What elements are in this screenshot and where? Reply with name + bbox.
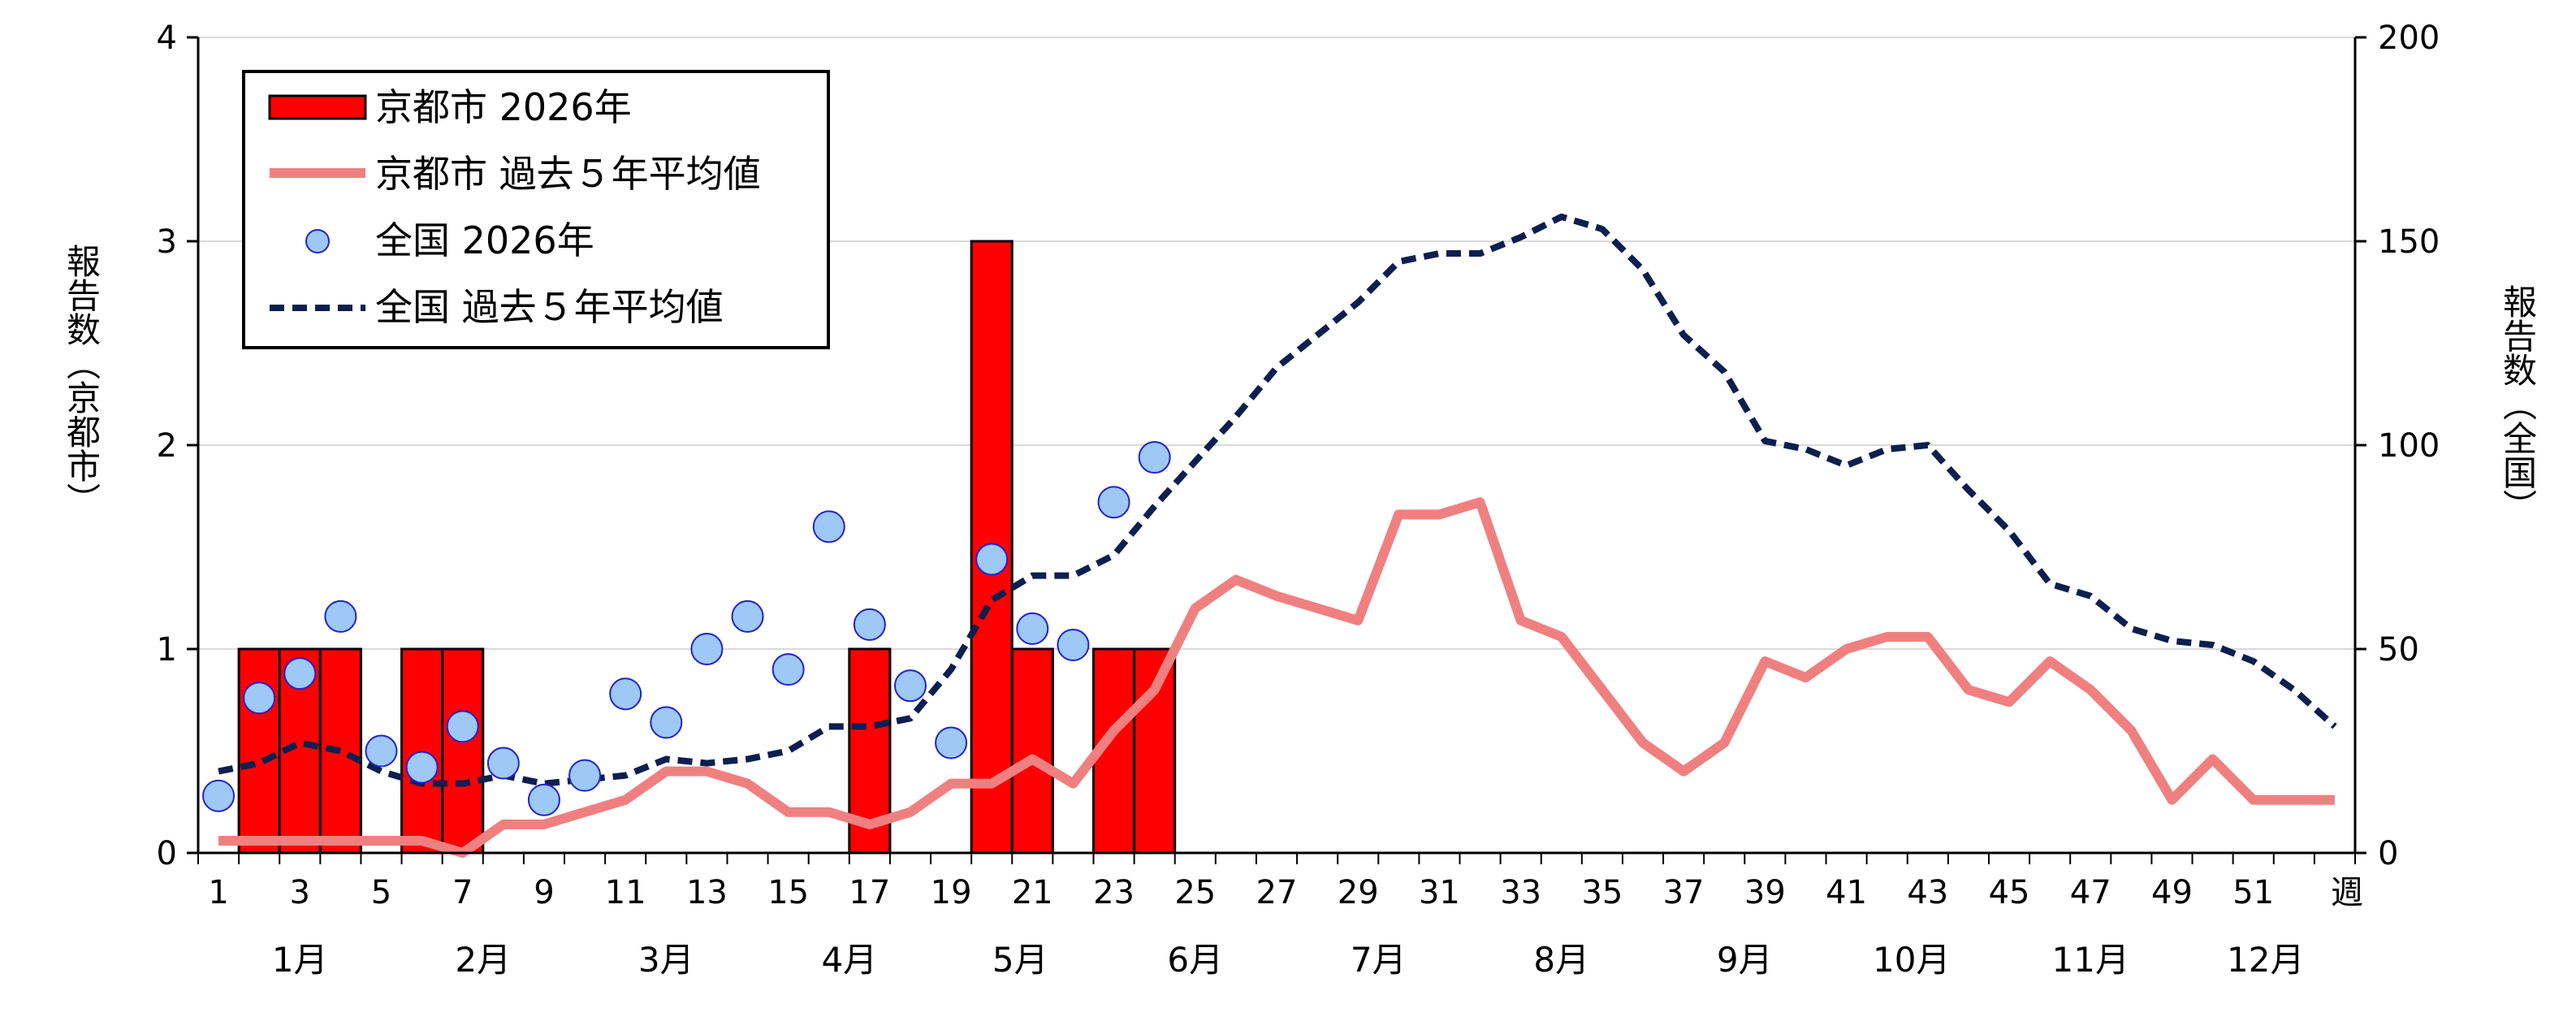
x-tick-label: 17 — [849, 874, 890, 911]
legend-item-kyoto-2026: 京都市 2026年 — [268, 85, 632, 129]
month-label: 3月 — [638, 940, 694, 980]
y-right-tick-label: 200 — [2378, 19, 2440, 57]
national-2026-point — [853, 608, 886, 641]
month-label: 11月 — [2052, 940, 2129, 980]
national-2026-point — [1057, 628, 1090, 661]
national-2026-point — [1097, 486, 1130, 519]
national-2026-point — [486, 747, 520, 780]
y-right-tick-label: 100 — [2378, 427, 2440, 465]
x-tick-label: 39 — [1744, 874, 1786, 911]
bar — [1133, 647, 1177, 855]
x-tick-label: 37 — [1663, 874, 1705, 911]
x-tick-label: 11 — [605, 874, 646, 911]
national-2026-point — [324, 599, 357, 633]
y-left-tick-label: 4 — [157, 19, 177, 57]
legend-label: 京都市 2026年 — [375, 85, 632, 129]
x-tick-label: 51 — [2232, 874, 2274, 911]
legend-label: 京都市 過去５年平均値 — [375, 152, 761, 196]
legend-item-kyoto-avg: 京都市 過去５年平均値 — [270, 152, 761, 196]
national-2026-point — [935, 726, 968, 760]
legend-swatch-bar — [268, 94, 367, 120]
x-tick-label: 31 — [1419, 874, 1460, 911]
national-2026-point — [609, 677, 642, 711]
legend: 京都市 2026年 京都市 過去５年平均値 全国 2026年 全国 過去５年平均… — [242, 70, 830, 349]
x-tick-label: 43 — [1907, 874, 1948, 911]
month-label: 10月 — [1873, 940, 1950, 980]
national-2026-point — [731, 599, 764, 633]
x-unit-label: 週 — [2331, 874, 2363, 911]
y-left-tick-label: 0 — [157, 835, 177, 872]
national-2026-point — [772, 653, 805, 686]
national-2026-point — [690, 633, 724, 665]
y-right-tick-label: 50 — [2378, 631, 2419, 669]
x-tick-label: 41 — [1826, 874, 1867, 911]
month-label: 12月 — [2227, 940, 2304, 980]
x-tick-label: 9 — [534, 874, 554, 911]
y-right-label: 報告数（全国） — [2498, 284, 2538, 523]
y-right-tick-label: 0 — [2378, 835, 2398, 872]
national-2026-point — [283, 657, 317, 690]
x-tick-label: 45 — [1989, 874, 2030, 911]
kyoto-avg-line — [218, 497, 2335, 858]
x-tick-label: 47 — [2070, 874, 2111, 911]
x-tick-label: 21 — [1012, 874, 1053, 911]
y-left-axis-title: 報告数（京都市） — [62, 244, 102, 517]
national-2026-point — [1138, 441, 1171, 474]
national-2026-point — [975, 543, 1009, 576]
national-2026-point — [202, 779, 236, 812]
bar — [237, 647, 281, 855]
x-tick-label: 1 — [208, 874, 228, 911]
month-label: 8月 — [1533, 940, 1589, 980]
y-left-tick-label: 2 — [157, 427, 177, 465]
x-tick-label: 49 — [2151, 874, 2193, 911]
x-tick-label: 7 — [452, 874, 473, 911]
y-left-label: 報告数（京都市） — [62, 244, 102, 517]
month-label: 7月 — [1351, 940, 1407, 980]
legend-label: 全国 過去５年平均値 — [375, 285, 724, 329]
x-tick-label: 15 — [767, 874, 809, 911]
bar — [400, 647, 444, 855]
national-2026-point — [650, 706, 683, 739]
axes — [187, 36, 2366, 864]
x-tick-label: 3 — [290, 874, 310, 911]
x-tick-label: 5 — [371, 874, 391, 911]
legend-item-national-2026: 全国 2026年 — [305, 219, 594, 262]
national-2026-point — [893, 669, 927, 703]
bar — [441, 647, 485, 855]
national-2026-point — [812, 510, 845, 543]
y-left-tick-label: 3 — [157, 223, 177, 261]
month-label: 5月 — [992, 940, 1048, 980]
month-label: 6月 — [1167, 940, 1223, 980]
month-label: 1月 — [272, 940, 328, 980]
x-tick-label: 27 — [1256, 874, 1298, 911]
national-2026-point — [405, 751, 439, 784]
x-tick-label: 23 — [1093, 874, 1135, 911]
month-label: 9月 — [1717, 940, 1773, 980]
legend-swatch-dot — [305, 229, 330, 253]
national-2026-point — [568, 759, 602, 792]
national-2026-point — [365, 734, 398, 768]
bar — [1010, 647, 1054, 855]
national-2026-point — [446, 710, 479, 743]
x-tick-label: 25 — [1174, 874, 1216, 911]
x-tick-label: 29 — [1338, 874, 1379, 911]
x-tick-label: 35 — [1581, 874, 1623, 911]
month-label: 4月 — [821, 940, 877, 980]
x-tick-label: 33 — [1500, 874, 1541, 911]
month-label: 2月 — [455, 940, 511, 980]
y-right-tick-label: 150 — [2378, 223, 2440, 261]
y-right-axis-title: 報告数（全国） — [2498, 284, 2538, 523]
legend-label: 全国 2026年 — [375, 219, 594, 262]
x-tick-label: 19 — [931, 874, 972, 911]
legend-item-national-avg: 全国 過去５年平均値 — [270, 285, 724, 329]
x-tick-label: 13 — [686, 874, 728, 911]
national-2026-point — [527, 783, 560, 816]
national-2026-point — [1016, 612, 1049, 645]
national-2026-point — [243, 682, 276, 715]
y-left-tick-label: 1 — [157, 631, 177, 669]
scatter-series — [202, 441, 1171, 816]
